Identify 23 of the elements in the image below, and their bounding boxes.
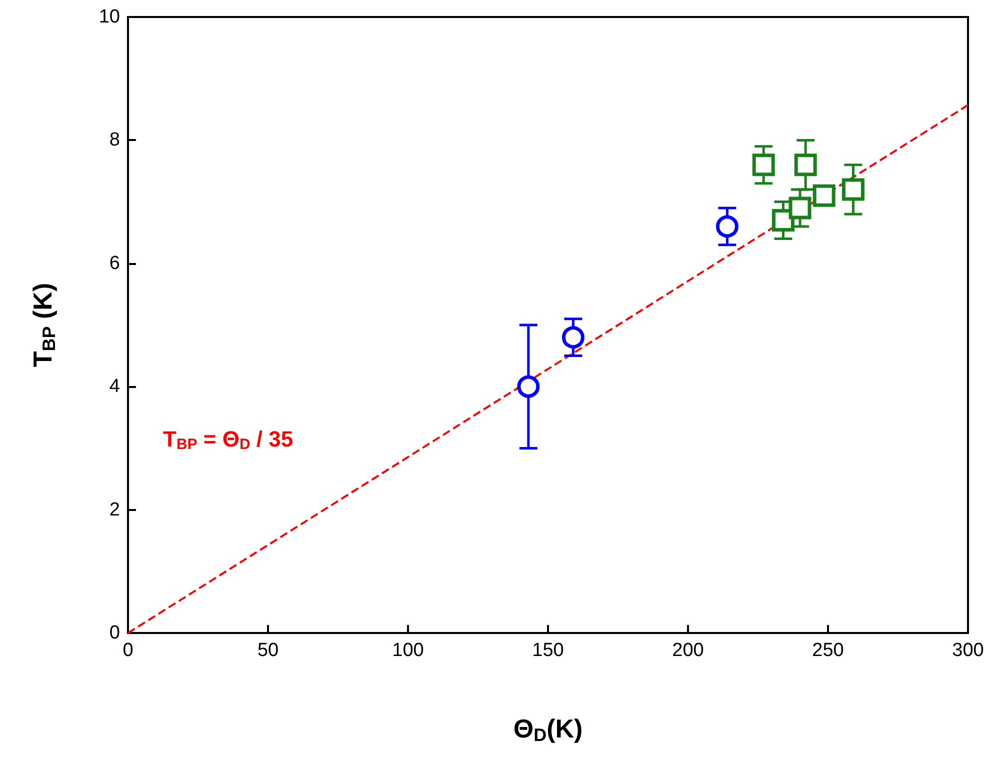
y-tick-label: 2 <box>109 499 120 520</box>
x-tick-label: 50 <box>257 640 279 661</box>
point <box>794 154 817 176</box>
point <box>562 326 584 349</box>
x-tick-label: 0 <box>122 640 134 661</box>
y-tick-label: 0 <box>109 622 120 644</box>
point <box>842 178 864 201</box>
point <box>716 215 738 238</box>
x-tick-label: 100 <box>392 640 424 661</box>
point <box>752 154 775 176</box>
x-tick-label: 250 <box>812 640 844 661</box>
x-tick-label: 300 <box>952 640 984 661</box>
y-tick-label: 10 <box>98 6 120 28</box>
y-tick-label: 6 <box>109 252 120 274</box>
point <box>812 184 836 207</box>
x-tick-label: 150 <box>532 640 564 661</box>
point <box>772 209 794 232</box>
y-tick-label: 8 <box>109 130 120 151</box>
point <box>517 375 540 398</box>
x-tick-label: 200 <box>672 640 704 661</box>
point <box>788 196 812 220</box>
y-tick-label: 4 <box>109 376 120 398</box>
y-axis-title: TBP (K) <box>28 282 59 368</box>
